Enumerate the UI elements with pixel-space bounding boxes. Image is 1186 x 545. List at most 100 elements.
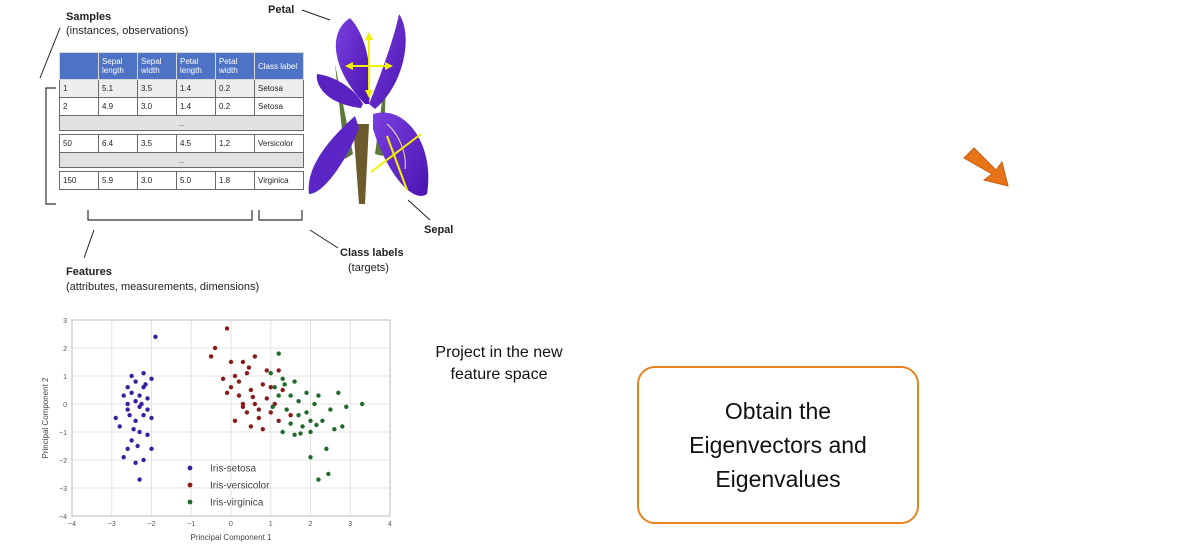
eigen-box-line-3: Eigenvalues bbox=[715, 466, 841, 492]
scatter-point-iris-setosa bbox=[125, 446, 130, 451]
scatter-points bbox=[113, 326, 365, 482]
table-cell: Virginica bbox=[254, 171, 304, 190]
scatter-point-iris-setosa bbox=[129, 390, 134, 395]
scatter-point-iris-versicolor bbox=[224, 326, 230, 331]
scatter-point-iris-setosa bbox=[125, 401, 130, 407]
scatter-point-iris-versicolor bbox=[252, 354, 258, 359]
scatter-point-iris-setosa bbox=[137, 477, 142, 482]
x-tick-label: 2 bbox=[309, 521, 313, 528]
scatter-point-iris-versicolor bbox=[268, 385, 273, 390]
table-cell: 5.1 bbox=[98, 79, 138, 98]
table-cell: 3.5 bbox=[137, 134, 177, 153]
scatter-point-iris-virginica bbox=[316, 393, 321, 398]
scatter-point-iris-versicolor bbox=[260, 427, 265, 432]
class-labels-title: Class labels bbox=[340, 247, 404, 259]
features-bracket bbox=[84, 210, 339, 259]
scatter-point-iris-setosa bbox=[141, 413, 146, 418]
scatter-point-iris-versicolor bbox=[236, 393, 242, 398]
scatter-point-iris-virginica bbox=[304, 410, 309, 415]
table-row: 150 5.9 3.0 5.0 1.8 Virginica bbox=[59, 171, 304, 190]
scatter-point-iris-versicolor bbox=[250, 394, 256, 400]
scatter-point-iris-versicolor bbox=[256, 415, 262, 421]
table-row: 50 6.4 3.5 4.5 1.2 Versicolor bbox=[59, 134, 304, 153]
petal-label: Petal bbox=[268, 4, 295, 16]
y-tick-labels: 3 2 1 0 −1 −2 −3 −4 bbox=[59, 318, 67, 521]
table-ellipsis: ... bbox=[59, 115, 304, 131]
scatter-point-iris-versicolor bbox=[220, 376, 226, 381]
scatter-point-iris-versicolor bbox=[224, 390, 230, 395]
scatter-point-iris-virginica bbox=[296, 413, 301, 418]
x-tick-label: 1 bbox=[269, 521, 273, 528]
scatter-point-iris-versicolor bbox=[260, 382, 265, 387]
scatter-point-iris-virginica bbox=[276, 393, 281, 398]
scatter-point-iris-virginica bbox=[300, 424, 305, 429]
scatter-point-iris-setosa bbox=[135, 443, 140, 449]
scatter-point-iris-setosa bbox=[131, 427, 136, 432]
legend-marker bbox=[187, 499, 193, 505]
scatter-point-iris-setosa bbox=[137, 393, 142, 398]
scatter-point-iris-versicolor bbox=[236, 379, 242, 384]
scatter-point-iris-virginica bbox=[288, 393, 293, 398]
scatter-point-iris-setosa bbox=[117, 424, 122, 429]
table-cell: 150 bbox=[59, 171, 99, 190]
features-title: Features bbox=[66, 266, 112, 278]
scatter-point-iris-versicolor bbox=[248, 424, 254, 429]
scatter-point-iris-setosa bbox=[141, 457, 146, 463]
table-cell: 4.9 bbox=[98, 97, 138, 116]
scatter-point-iris-virginica bbox=[359, 401, 365, 407]
table-ellipsis: ... bbox=[59, 152, 304, 168]
chart-legend: Iris-setosa Iris-versicolor Iris-virginica bbox=[187, 464, 270, 509]
scatter-point-iris-virginica bbox=[284, 407, 289, 412]
samples-subtitle: (instances, observations) bbox=[66, 25, 189, 37]
table-header-class-label: Class label bbox=[254, 52, 304, 80]
table-cell: 6.4 bbox=[98, 134, 138, 153]
scatter-point-iris-virginica bbox=[328, 407, 333, 412]
x-tick-label: −2 bbox=[148, 521, 156, 528]
scatter-point-iris-setosa bbox=[149, 376, 154, 381]
scatter-point-iris-setosa bbox=[149, 415, 154, 421]
table-cell: 1.4 bbox=[176, 79, 216, 98]
samples-bracket bbox=[45, 87, 56, 205]
y-axis-label: Principal Component 2 bbox=[41, 377, 50, 458]
chart-plot-frame bbox=[71, 319, 391, 517]
scatter-point-iris-setosa bbox=[139, 401, 144, 407]
features-subtitle: (attributes, measurements, dimensions) bbox=[66, 281, 260, 293]
table-cell: 1.2 bbox=[215, 134, 255, 153]
scatter-point-iris-versicolor bbox=[288, 413, 293, 418]
scatter-point-iris-versicolor bbox=[276, 368, 281, 373]
table-header-sepal-width: Sepal width bbox=[137, 52, 177, 80]
scatter-point-iris-versicolor bbox=[264, 396, 269, 401]
legend-marker bbox=[187, 482, 193, 488]
scatter-point-iris-versicolor bbox=[248, 387, 254, 393]
eigen-box-line-2: Eigenvectors and bbox=[689, 432, 867, 458]
legend-label: Iris-versicolor bbox=[210, 481, 270, 492]
scatter-point-iris-setosa bbox=[137, 429, 142, 435]
scatter-point-iris-virginica bbox=[272, 385, 277, 390]
pca-scatter-chart: −4 −3 −2 −1 0 1 2 3 4 3 2 1 0 −1 −2 −3 −4 Principal Com… bbox=[41, 318, 392, 542]
scatter-point-iris-setosa bbox=[133, 399, 138, 404]
scatter-point-iris-setosa bbox=[133, 460, 138, 465]
project-text-line-1: Project in the new bbox=[435, 344, 563, 361]
x-tick-label: 3 bbox=[348, 521, 352, 528]
x-tick-labels: −4 −3 −2 −1 0 1 2 3 4 bbox=[68, 521, 392, 528]
scatter-point-iris-setosa bbox=[125, 385, 130, 390]
y-tick-label: 2 bbox=[63, 346, 67, 353]
scatter-point-iris-virginica bbox=[320, 418, 325, 423]
y-tick-label: −3 bbox=[59, 486, 67, 493]
scatter-point-iris-virginica bbox=[298, 431, 303, 436]
scatter-point-iris-versicolor bbox=[240, 359, 246, 365]
project-feature-space-text: Project in the new feature space bbox=[404, 342, 594, 386]
scatter-point-iris-virginica bbox=[270, 404, 275, 409]
scatter-point-iris-setosa bbox=[153, 334, 158, 339]
x-tick-label: 4 bbox=[388, 521, 392, 528]
scatter-point-iris-setosa bbox=[133, 418, 138, 423]
scatter-point-iris-setosa bbox=[143, 382, 148, 387]
table-cell: 3.0 bbox=[137, 97, 177, 116]
x-tick-label: −1 bbox=[187, 521, 195, 528]
scatter-point-iris-virginica bbox=[316, 477, 321, 482]
scatter-point-iris-versicolor bbox=[232, 418, 238, 423]
scatter-point-iris-virginica bbox=[268, 371, 273, 376]
table-header-sepal-length: Sepal length bbox=[98, 52, 138, 80]
table-cell: 4.5 bbox=[176, 134, 216, 153]
scatter-point-iris-setosa bbox=[129, 438, 134, 443]
